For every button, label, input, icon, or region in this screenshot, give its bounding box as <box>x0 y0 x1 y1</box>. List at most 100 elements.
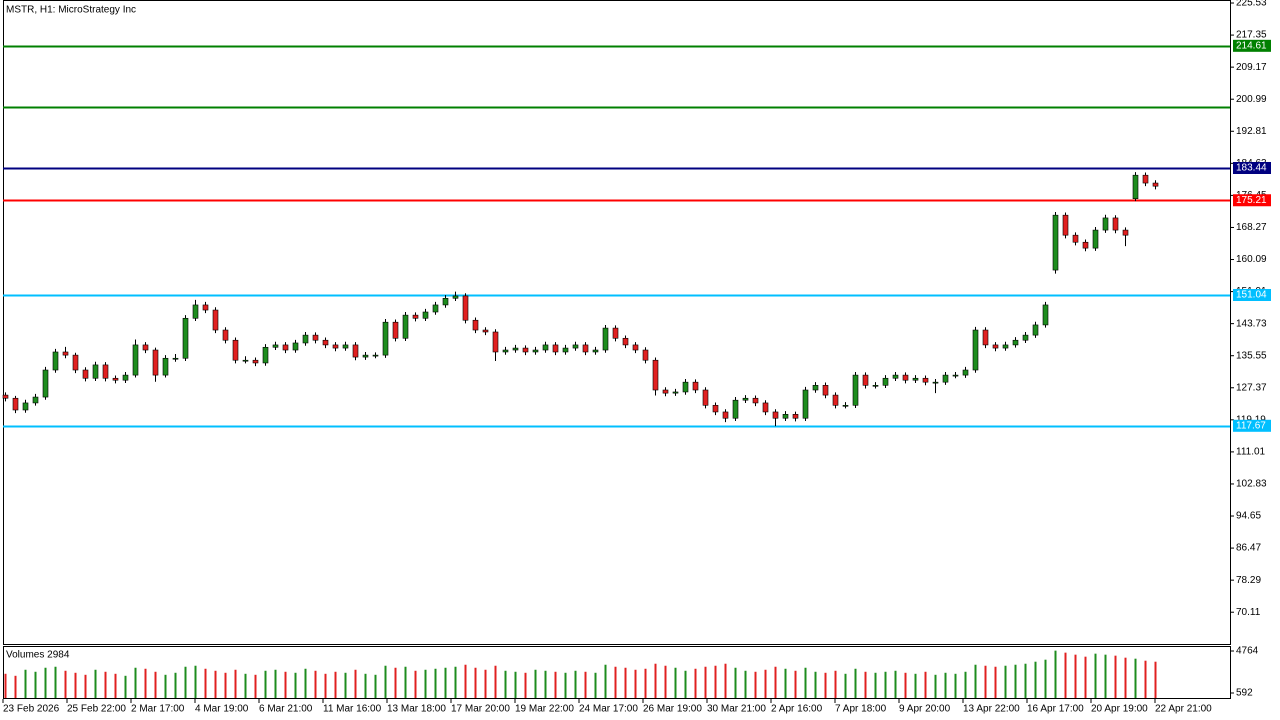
volume-panel <box>3 646 1231 699</box>
candle-body <box>662 389 669 394</box>
candle-body <box>772 411 779 419</box>
y-tick-label: 160.09 <box>1236 254 1267 265</box>
candle-body <box>572 344 579 349</box>
x-tick-label: 2 Mar 17:00 <box>131 704 185 715</box>
x-tick-label: 24 Mar 17:00 <box>579 704 638 715</box>
x-tick-label: 25 Feb 22:00 <box>67 704 126 715</box>
candle-body <box>1062 214 1069 236</box>
candle-body <box>382 321 389 356</box>
volume-tick-label: 592 <box>1236 688 1253 699</box>
x-tick-label: 26 Mar 19:00 <box>643 704 702 715</box>
candle-body <box>212 309 219 331</box>
candle-body <box>252 359 259 364</box>
y-tick-label: 209.17 <box>1236 62 1267 73</box>
candle-body <box>682 381 689 393</box>
x-tick-label: 22 Apr 21:00 <box>1155 704 1212 715</box>
candle-body <box>332 344 339 349</box>
candle-body <box>702 389 709 406</box>
x-tick-label: 19 Mar 22:00 <box>515 704 574 715</box>
candle-body <box>122 374 129 381</box>
candle-body <box>142 344 149 351</box>
candle-body <box>752 397 759 404</box>
candle-body <box>442 297 449 306</box>
candle-body <box>372 354 379 357</box>
candle-body <box>402 314 409 339</box>
x-tick-label: 30 Mar 21:00 <box>707 704 766 715</box>
candle-body <box>762 402 769 413</box>
candle-body <box>542 344 549 351</box>
x-tick-label: 2 Apr 16:00 <box>771 704 823 715</box>
candle-body <box>422 311 429 319</box>
candle-body <box>732 399 739 419</box>
candle-body <box>592 349 599 353</box>
x-tick-label: 6 Mar 21:00 <box>259 704 313 715</box>
candle-body <box>722 411 729 419</box>
candle-body <box>1042 304 1049 326</box>
level-label-box <box>1233 39 1271 52</box>
y-tick-label: 127.37 <box>1236 382 1267 393</box>
candle-body <box>362 354 369 358</box>
candle-body <box>782 414 789 419</box>
candle-body <box>942 374 949 383</box>
candle-body <box>1102 217 1109 231</box>
candle-body <box>792 414 799 419</box>
candle-body <box>92 364 99 379</box>
candle-body <box>242 359 249 362</box>
candle-body <box>1132 174 1139 200</box>
level-label: 151.04 <box>1236 290 1267 301</box>
candle-body <box>622 337 629 346</box>
candle-body <box>462 295 469 321</box>
x-tick-label: 9 Apr 20:00 <box>899 704 951 715</box>
y-tick-label: 86.47 <box>1236 543 1261 554</box>
chart-title: MSTR, H1: MicroStrategy Inc <box>6 5 136 16</box>
candle-body <box>132 344 139 376</box>
y-tick-label: 217.35 <box>1236 30 1267 41</box>
candle-body <box>22 402 29 411</box>
candle-body <box>1022 334 1029 341</box>
candle-body <box>982 329 989 346</box>
level-label: 214.61 <box>1236 40 1267 51</box>
candle-body <box>742 397 749 401</box>
candle-body <box>992 344 999 349</box>
x-tick-label: 13 Mar 18:00 <box>387 704 446 715</box>
level-label-box <box>1233 161 1271 174</box>
candle-body <box>582 344 589 353</box>
candle-body <box>602 327 609 351</box>
candle-body <box>272 344 279 348</box>
candle-body <box>452 295 459 299</box>
candle-body <box>72 354 79 371</box>
candle-body <box>922 377 929 383</box>
candle-body <box>892 374 899 379</box>
candle-body <box>342 344 349 349</box>
candle-body <box>1002 344 1009 349</box>
x-tick-label: 7 Apr 18:00 <box>835 704 887 715</box>
candle-body <box>232 339 239 361</box>
candle-body <box>412 314 419 319</box>
level-label-box <box>1233 419 1271 432</box>
candle-body <box>512 347 519 351</box>
candle-body <box>822 385 829 396</box>
candle-body <box>112 377 119 381</box>
candle-body <box>532 349 539 353</box>
candle-body <box>392 321 399 339</box>
x-tick-label: 4 Mar 19:00 <box>195 704 249 715</box>
main-panel <box>3 0 1231 645</box>
candle-body <box>1112 217 1119 231</box>
x-tick-label: 16 Apr 17:00 <box>1027 704 1084 715</box>
candle-body <box>222 329 229 341</box>
level-label: 183.44 <box>1236 163 1267 174</box>
candle-body <box>932 381 939 384</box>
x-tick-label: 11 Mar 16:00 <box>323 704 382 715</box>
x-tick-label: 13 Apr 22:00 <box>963 704 1020 715</box>
candle-body <box>972 329 979 371</box>
y-tick-label: 135.55 <box>1236 350 1267 361</box>
level-label-box <box>1233 194 1271 207</box>
candle-body <box>1072 234 1079 243</box>
candle-body <box>52 351 59 371</box>
volume-tick-label: 4764 <box>1236 646 1259 657</box>
candle-body <box>1032 324 1039 336</box>
volume-title: Volumes 2984 <box>6 650 70 661</box>
candle-body <box>2 394 9 399</box>
candle-body <box>202 304 209 311</box>
candle-body <box>652 359 659 391</box>
